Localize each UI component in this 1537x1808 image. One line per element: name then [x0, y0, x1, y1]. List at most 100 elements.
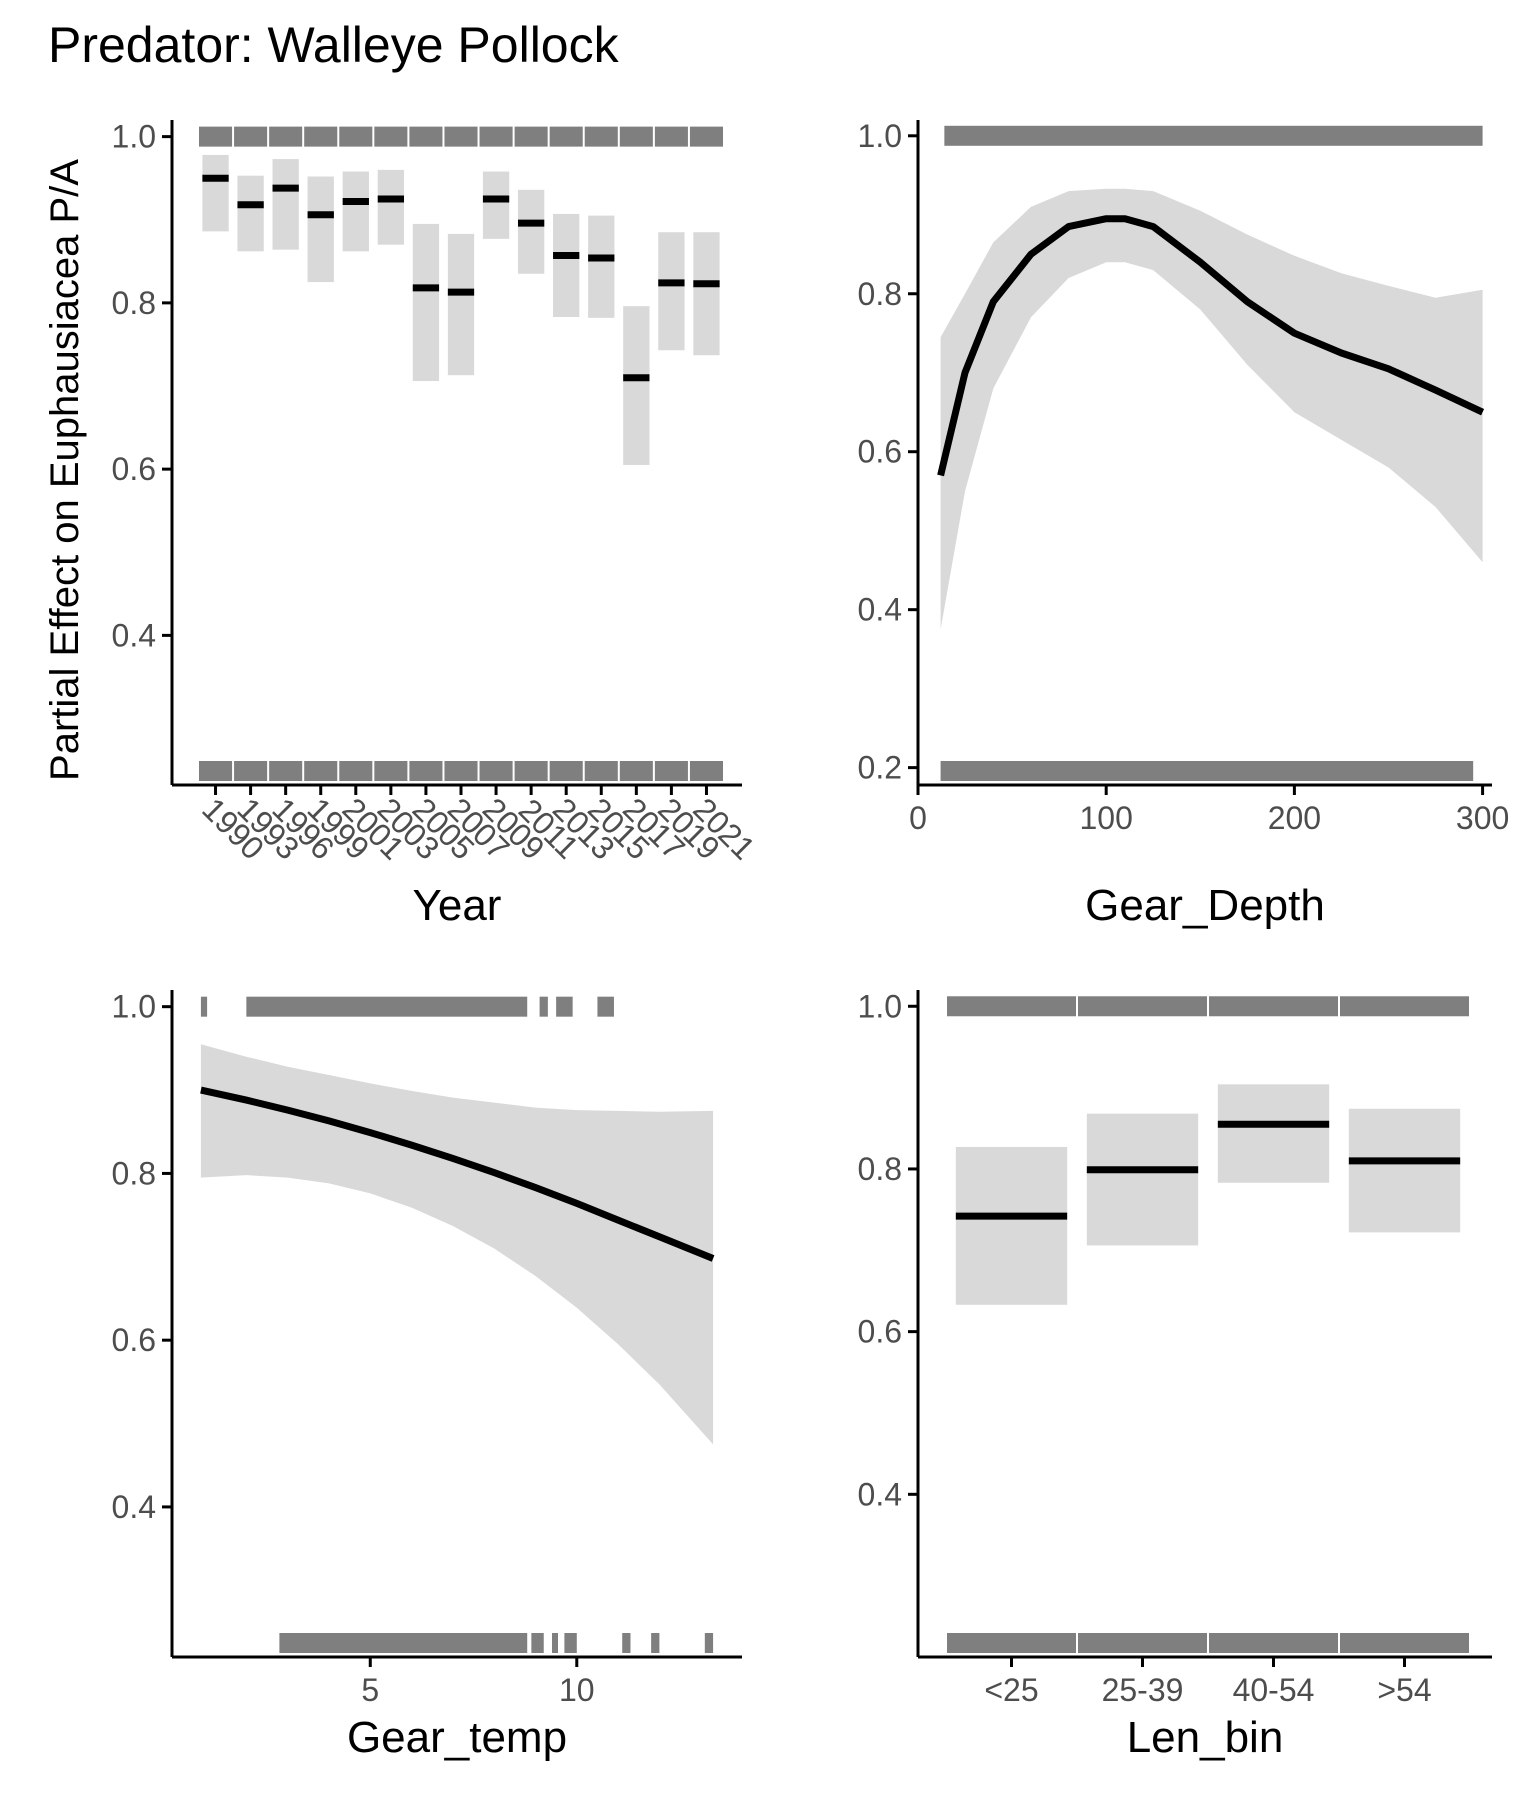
rug-absent: [269, 761, 303, 781]
y-tick-label: 0.8: [858, 1151, 902, 1187]
y-tick-label: 1.0: [858, 988, 902, 1024]
x-tick-label: 10: [559, 1672, 595, 1708]
rug-present: [1078, 996, 1207, 1017]
confidence-band: [377, 169, 405, 245]
confidence-band: [237, 175, 264, 252]
rug-present: [549, 126, 583, 147]
y-tick-label: 0.4: [112, 617, 156, 653]
rug-present: [444, 126, 478, 147]
rug-present: [689, 126, 723, 147]
rug-present: [1340, 996, 1469, 1017]
confidence-band: [588, 215, 615, 318]
rug-absent: [339, 761, 373, 781]
x-axis-label: Gear_Depth: [1085, 881, 1325, 930]
panel-gear-temp: 0.4 0.6 0.8 1.0 5 10 Gear_temp: [112, 989, 742, 1762]
rug-present: [339, 126, 373, 147]
rug-present: [409, 126, 443, 147]
confidence-band: [412, 223, 440, 382]
rug-present: [200, 996, 208, 1017]
x-tick-label: 0: [909, 800, 927, 836]
y-tick-label: 0.8: [858, 276, 902, 312]
rug-present: [304, 126, 338, 147]
x-axis-label: Gear_temp: [347, 1713, 567, 1762]
rug-absent: [514, 761, 548, 781]
estimate-line: [200, 1086, 715, 1262]
confidence-band: [940, 188, 1483, 630]
y-tick-label: 0.4: [858, 592, 902, 628]
rug-absent: [549, 761, 583, 781]
rug-absent: [622, 1633, 631, 1653]
x-axis-label: Len_bin: [1127, 1713, 1284, 1762]
y-tick-label: 1.0: [112, 989, 156, 1025]
rug-present: [199, 126, 233, 147]
rug-present: [374, 126, 408, 147]
rug-present: [269, 126, 303, 147]
confidence-band: [553, 213, 580, 318]
confidence-band: [1086, 1113, 1199, 1246]
x-tick-label: 5: [361, 1672, 379, 1708]
rug-present: [654, 126, 688, 147]
confidence-band: [693, 232, 720, 356]
rug-absent: [444, 761, 478, 781]
panel-year: 0.40.60.81.01990199319961999200120032005…: [112, 119, 763, 930]
y-tick-label: 0.8: [112, 1155, 156, 1191]
y-tick-label: 1.0: [112, 119, 156, 155]
panel-len-bin: 0.4 0.6 0.8 1.0 <25 25-39 40-54 >54 Len_bin: [858, 988, 1492, 1762]
confidence-band: [1348, 1108, 1461, 1233]
rug-absent: [374, 761, 408, 781]
y-tick-label: 0.6: [112, 1322, 156, 1358]
x-tick-label: 100: [1080, 800, 1133, 836]
confidence-band: [658, 232, 685, 351]
confidence-band: [955, 1146, 1068, 1305]
confidence-band: [200, 1044, 714, 1445]
confidence-band: [517, 189, 545, 274]
rug-absent: [1078, 1633, 1207, 1653]
rug-absent: [234, 761, 268, 781]
x-axis-label: Year: [413, 881, 502, 930]
rug-absent: [619, 761, 653, 781]
rug-absent: [651, 1633, 660, 1653]
rug-absent: [531, 1633, 544, 1653]
confidence-band: [342, 171, 369, 252]
x-tick-label: 40-54: [1233, 1672, 1315, 1708]
y-tick-label: 1.0: [858, 118, 902, 154]
rug-absent: [409, 761, 443, 781]
rug-absent: [654, 761, 688, 781]
rug-absent: [564, 1633, 577, 1653]
rug-present: [479, 126, 513, 147]
y-axis-label: Partial Effect on Euphausiacea P/A: [43, 159, 87, 781]
y-tick-label: 0.6: [858, 1314, 902, 1350]
rug-present: [246, 996, 528, 1017]
y-tick-label: 0.6: [112, 451, 156, 487]
rug-absent: [584, 761, 618, 781]
rug-absent: [940, 761, 1474, 781]
rug-absent: [199, 761, 233, 781]
x-tick-label: 200: [1268, 800, 1321, 836]
rug-absent: [1340, 1633, 1469, 1653]
x-tick-label: 300: [1456, 800, 1509, 836]
rug-absent: [552, 1633, 558, 1653]
rug-present: [597, 996, 614, 1017]
y-tick-label: 0.4: [858, 1476, 902, 1512]
y-tick-label: 0.8: [112, 285, 156, 321]
rug-present: [944, 125, 1483, 146]
rug-absent: [689, 761, 723, 781]
y-tick-label: 0.6: [858, 434, 902, 470]
confidence-band: [202, 154, 229, 232]
panel-gear-depth: 0.2 0.4 0.6 0.8 1.0 0 100 200 300 Gear_Depth: [858, 118, 1510, 930]
rug-absent: [704, 1633, 714, 1653]
x-tick-label: <25: [984, 1672, 1038, 1708]
x-tick-label: 25-39: [1102, 1672, 1184, 1708]
rug-present: [619, 126, 653, 147]
rug-absent: [479, 761, 513, 781]
rug-absent: [279, 1633, 528, 1653]
rug-present: [584, 126, 618, 147]
rug-absent: [947, 1633, 1076, 1653]
confidence-band: [307, 176, 334, 283]
rug-present: [947, 996, 1076, 1017]
confidence-band: [272, 159, 299, 250]
confidence-band: [447, 233, 475, 376]
rug-present: [1209, 996, 1338, 1017]
rug-present: [539, 996, 548, 1017]
